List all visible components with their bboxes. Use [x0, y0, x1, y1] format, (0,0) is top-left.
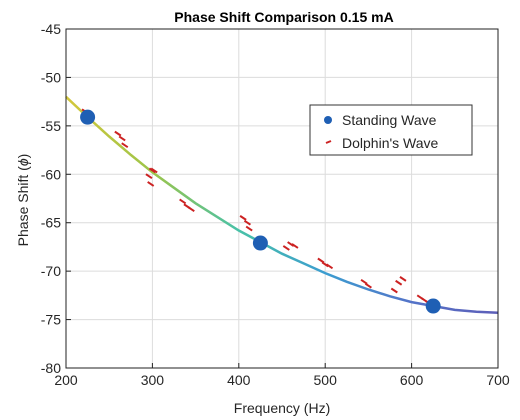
y-tick-label: -55: [41, 118, 61, 134]
dolphin-wave-point: [390, 287, 398, 294]
standing-wave-point: [80, 109, 96, 125]
dolphin-wave-point: [118, 135, 126, 142]
plot-area: [66, 29, 498, 368]
dolphin-wave-point: [243, 219, 251, 226]
standing-wave-series: [80, 109, 441, 314]
legend: Standing Wave Dolphin's Wave: [309, 104, 473, 156]
legend-standing-wave-marker: [324, 116, 332, 124]
y-tick-label: -50: [41, 69, 61, 85]
legend-standing-wave-label: Standing Wave: [342, 112, 437, 128]
x-axis-ticks: 200 300 400 500 600 700: [54, 363, 510, 388]
legend-dolphin-wave-label: Dolphin's Wave: [342, 135, 439, 151]
x-tick-label: 600: [400, 372, 424, 388]
dolphin-wave-point: [147, 181, 155, 187]
x-tick-label: 400: [227, 372, 251, 388]
x-tick-label: 200: [54, 372, 78, 388]
standing-wave-point: [252, 235, 268, 251]
dolphin-wave-point: [291, 243, 299, 249]
y-tick-label: -45: [41, 21, 61, 37]
dolphin-wave-point: [179, 198, 187, 205]
dolphin-wave-point: [325, 263, 334, 270]
legend-box: [309, 104, 473, 156]
dolphin-wave-point: [364, 282, 372, 289]
x-tick-label: 500: [314, 372, 338, 388]
dolphin-wave-point: [399, 276, 407, 282]
dolphin-wave-point: [245, 225, 253, 232]
y-tick-label: -75: [41, 312, 61, 328]
standing-wave-point: [425, 298, 441, 314]
y-axis-ticks: -45 -50 -55 -60 -65 -70 -75 -80: [41, 21, 71, 376]
y-tick-label: -65: [41, 215, 61, 231]
y-tick-label: -70: [41, 263, 61, 279]
dolphin-wave-point: [395, 279, 403, 286]
dolphin-wave-point: [282, 245, 290, 251]
dolphin-wave-point: [121, 142, 129, 149]
y-tick-label: -60: [41, 166, 61, 182]
dolphin-wave-point: [114, 130, 122, 137]
x-tick-label: 300: [141, 372, 165, 388]
y-tick-label: -80: [41, 360, 61, 376]
legend-dolphin-wave-marker: [325, 140, 332, 144]
dolphin-wave-point: [187, 206, 195, 212]
dolphin-wave-point: [150, 167, 158, 174]
x-axis-label: Frequency (Hz): [234, 400, 330, 416]
y-axis-label: Phase Shift (ϕ): [15, 154, 31, 247]
x-tick-label: 700: [486, 372, 510, 388]
plot-frame: [65, 28, 499, 369]
chart-title: Phase Shift Comparison 0.15 mA: [174, 9, 393, 25]
dolphin-wave-point: [239, 215, 247, 221]
dolphin-wave-point: [145, 173, 153, 180]
